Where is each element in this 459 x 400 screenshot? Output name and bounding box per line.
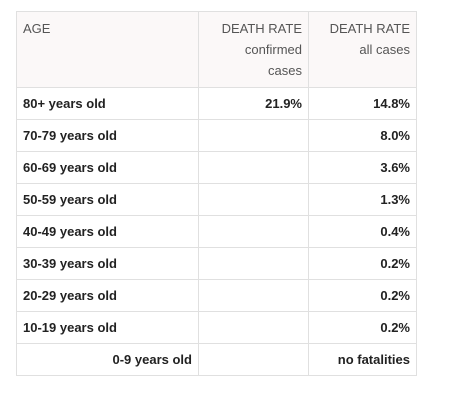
all-rate-cell: 1.3% (308, 183, 417, 216)
all-rate-cell: 0.4% (308, 215, 417, 248)
confirmed-rate-cell: 21.9% (198, 87, 309, 120)
table-row: 50-59 years old 1.3% (16, 183, 417, 216)
header-confirmed-line-3: cases (268, 63, 302, 78)
header-confirmed-line-2: confirmed (244, 42, 302, 57)
table-row: 70-79 years old 8.0% (16, 119, 417, 152)
all-rate-cell: 0.2% (308, 247, 417, 280)
confirmed-rate-cell (198, 343, 309, 376)
age-cell: 0-9 years old (16, 343, 199, 376)
header-row: AGE DEATH RATE confirmed cases DEATH RAT… (16, 11, 417, 88)
age-cell: 20-29 years old (16, 279, 199, 312)
table-body: 80+ years old 21.9% 14.8% 70-79 years ol… (16, 87, 417, 376)
table-row: 80+ years old 21.9% 14.8% (16, 87, 417, 120)
table-row: 0-9 years old no fatalities (16, 343, 417, 376)
all-rate-cell: 0.2% (308, 311, 417, 344)
age-cell: 50-59 years old (16, 183, 199, 216)
table-row: 10-19 years old 0.2% (16, 311, 417, 344)
confirmed-rate-cell (198, 215, 309, 248)
header-age: AGE (16, 11, 199, 88)
age-cell: 80+ years old (16, 87, 199, 120)
age-cell: 70-79 years old (16, 119, 199, 152)
age-cell: 60-69 years old (16, 151, 199, 184)
header-all-line-1: DEATH RATE (329, 21, 410, 36)
table-row: 60-69 years old 3.6% (16, 151, 417, 184)
table-row: 20-29 years old 0.2% (16, 279, 417, 312)
confirmed-rate-cell (198, 119, 309, 152)
table-header: AGE DEATH RATE confirmed cases DEATH RAT… (16, 11, 417, 88)
table-row: 30-39 years old 0.2% (16, 247, 417, 280)
death-rate-table: AGE DEATH RATE confirmed cases DEATH RAT… (16, 11, 417, 376)
confirmed-rate-cell (198, 183, 309, 216)
all-rate-cell: 14.8% (308, 87, 417, 120)
header-all-line-2: all cases (359, 42, 410, 57)
confirmed-rate-cell (198, 279, 309, 312)
header-confirmed-line-1: DEATH RATE (221, 21, 302, 36)
all-rate-cell: 0.2% (308, 279, 417, 312)
all-rate-cell: 3.6% (308, 151, 417, 184)
header-death-rate-confirmed: DEATH RATE confirmed cases (198, 11, 309, 88)
header-age-label: AGE (23, 21, 51, 36)
confirmed-rate-cell (198, 151, 309, 184)
confirmed-rate-cell (198, 247, 309, 280)
confirmed-rate-cell (198, 311, 309, 344)
table-row: 40-49 years old 0.4% (16, 215, 417, 248)
age-cell: 40-49 years old (16, 215, 199, 248)
all-rate-cell: no fatalities (308, 343, 417, 376)
age-cell: 10-19 years old (16, 311, 199, 344)
age-cell: 30-39 years old (16, 247, 199, 280)
all-rate-cell: 8.0% (308, 119, 417, 152)
header-death-rate-all: DEATH RATE all cases (308, 11, 417, 88)
